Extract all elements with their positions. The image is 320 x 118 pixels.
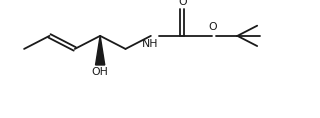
Text: OH: OH — [92, 67, 108, 77]
Polygon shape — [96, 36, 105, 65]
Text: O: O — [208, 22, 217, 32]
Text: O: O — [178, 0, 187, 7]
Text: NH: NH — [142, 39, 159, 49]
